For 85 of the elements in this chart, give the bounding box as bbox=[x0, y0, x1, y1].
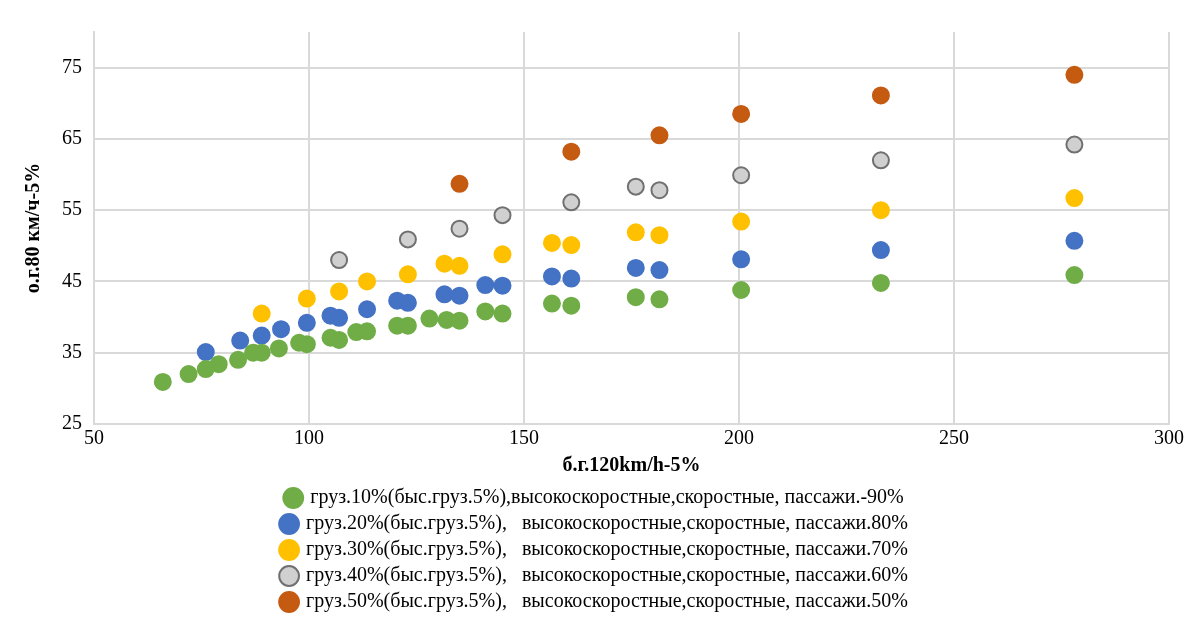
point bbox=[542, 294, 561, 313]
legend-label: груз.50%(быс.груз.5%), высокоскоростные,скоростные, пассажи.50% bbox=[306, 589, 908, 613]
point bbox=[1065, 231, 1084, 250]
point bbox=[542, 267, 561, 286]
point bbox=[650, 126, 669, 145]
point bbox=[153, 372, 172, 391]
legend-label: груз.10%(быс.груз.5%),высокоскоростные,скоростные, пассажи.-90% bbox=[310, 485, 904, 509]
point bbox=[732, 166, 751, 185]
point bbox=[297, 313, 316, 332]
point bbox=[650, 261, 669, 280]
point bbox=[435, 285, 454, 304]
point bbox=[732, 212, 751, 231]
point bbox=[562, 269, 581, 288]
y-tick-label: 65 bbox=[62, 126, 82, 149]
point bbox=[209, 355, 228, 374]
point bbox=[450, 286, 469, 305]
y-tick-label: 75 bbox=[62, 54, 82, 77]
point bbox=[476, 276, 495, 295]
point bbox=[252, 326, 271, 345]
point bbox=[626, 177, 645, 196]
legend-label: груз.40%(быс.груз.5%), высокоскоростные,скоростные, пассажи.60% bbox=[306, 563, 908, 587]
x-tick-label: 100 bbox=[294, 426, 324, 449]
legend-label: груз.20%(быс.груз.5%), высокоскоростные,скоростные, пассажи.80% bbox=[306, 511, 908, 535]
point bbox=[196, 343, 215, 362]
point bbox=[330, 251, 349, 270]
point bbox=[732, 250, 751, 269]
point bbox=[398, 265, 417, 284]
point bbox=[493, 245, 512, 264]
point bbox=[358, 300, 377, 319]
point bbox=[435, 254, 454, 273]
point bbox=[330, 282, 349, 301]
x-axis-title: б.г.120km/h-5% bbox=[562, 453, 701, 476]
point bbox=[476, 302, 495, 321]
x-tick-label: 150 bbox=[509, 426, 539, 449]
point bbox=[493, 304, 512, 323]
x-tick-label: 50 bbox=[84, 426, 104, 449]
point bbox=[1065, 135, 1084, 154]
point bbox=[231, 331, 250, 350]
point bbox=[626, 288, 645, 307]
point bbox=[650, 181, 669, 200]
point bbox=[871, 201, 890, 220]
point bbox=[871, 151, 890, 170]
point bbox=[493, 206, 512, 225]
point bbox=[650, 226, 669, 245]
legend-label: груз.30%(быс.груз.5%), высокоскоростные,скоростные, пассажи.70% bbox=[306, 537, 908, 561]
x-tick-label: 250 bbox=[939, 426, 969, 449]
point bbox=[562, 236, 581, 255]
y-tick-label: 25 bbox=[62, 411, 82, 434]
point bbox=[330, 308, 349, 327]
point bbox=[1065, 189, 1084, 208]
point bbox=[450, 174, 469, 193]
point bbox=[1065, 266, 1084, 285]
point bbox=[252, 304, 271, 323]
point bbox=[450, 219, 469, 238]
y-tick-label: 45 bbox=[62, 268, 82, 291]
x-tick-label: 200 bbox=[724, 426, 754, 449]
y-tick-label: 35 bbox=[62, 339, 82, 362]
point bbox=[179, 365, 198, 384]
point bbox=[626, 258, 645, 277]
point bbox=[420, 309, 439, 328]
point bbox=[297, 289, 316, 308]
point bbox=[450, 311, 469, 330]
point bbox=[562, 296, 581, 315]
point bbox=[562, 193, 581, 212]
point bbox=[450, 256, 469, 275]
point bbox=[358, 272, 377, 291]
point bbox=[330, 330, 349, 349]
point bbox=[871, 273, 890, 292]
x-tick-label: 300 bbox=[1154, 426, 1184, 449]
point bbox=[871, 241, 890, 260]
point bbox=[562, 142, 581, 161]
point bbox=[650, 290, 669, 309]
point bbox=[269, 339, 288, 358]
y-tick-label: 55 bbox=[62, 197, 82, 220]
point bbox=[626, 223, 645, 242]
point bbox=[732, 104, 751, 123]
point bbox=[542, 233, 561, 252]
point bbox=[398, 230, 417, 249]
point bbox=[272, 320, 291, 339]
point bbox=[871, 86, 890, 105]
y-axis-title: о.г.80 км/ч-5% bbox=[21, 162, 44, 294]
point bbox=[732, 281, 751, 300]
point bbox=[229, 350, 248, 369]
point bbox=[1065, 65, 1084, 84]
point bbox=[493, 276, 512, 295]
